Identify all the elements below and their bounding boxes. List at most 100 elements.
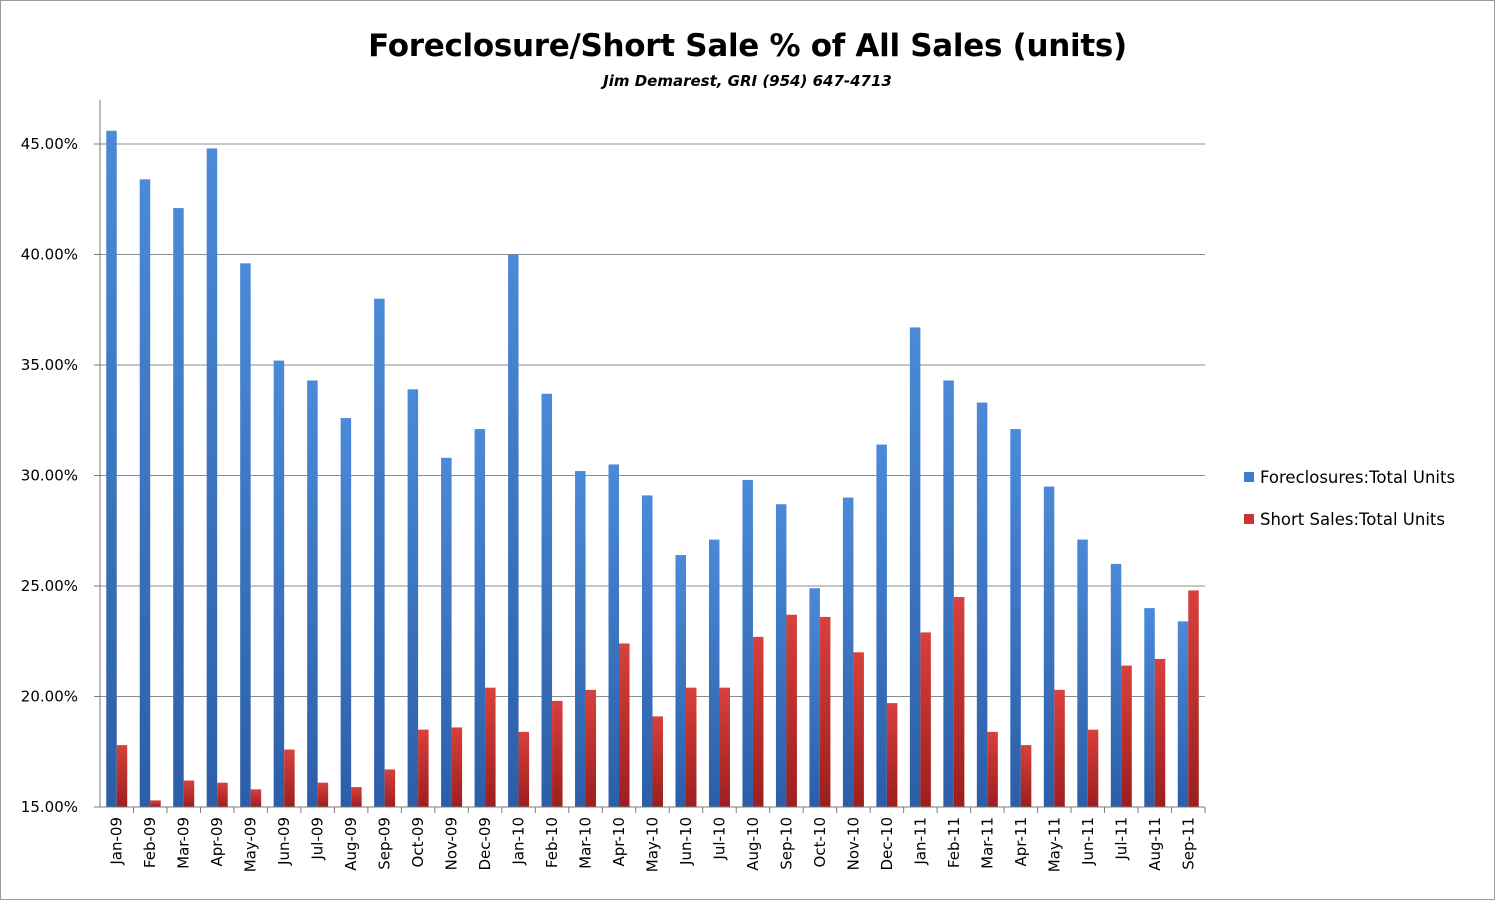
bar-short-sales-apr-11 <box>1020 745 1032 807</box>
bar-foreclosures-dec-09 <box>474 429 486 807</box>
bar-short-sales-feb-11 <box>953 597 965 807</box>
bar-foreclosures-sep-09 <box>374 298 385 807</box>
y-tick-label: 20.00% <box>21 688 78 706</box>
bar-foreclosures-feb-11 <box>943 380 954 807</box>
x-tick-label: Jun-10 <box>677 817 695 866</box>
x-tick-label: Jan-10 <box>510 817 528 866</box>
bar-short-sales-dec-10 <box>886 703 898 807</box>
bar-short-sales-mar-11 <box>987 731 998 807</box>
y-tick-label: 45.00% <box>21 135 78 153</box>
x-tick-label: Nov-09 <box>443 817 461 870</box>
bar-short-sales-mar-09 <box>183 780 195 807</box>
x-tick-label: Nov-10 <box>844 817 862 870</box>
x-tick-label: Jan-11 <box>911 817 929 866</box>
x-tick-label: Sep-11 <box>1179 817 1197 870</box>
bar-foreclosures-apr-10 <box>608 464 620 807</box>
bar-foreclosures-jul-09 <box>307 380 318 807</box>
y-tick-label: 25.00% <box>21 577 78 595</box>
bar-foreclosures-oct-09 <box>407 389 419 807</box>
bar-short-sales-feb-10 <box>552 700 563 807</box>
x-tick-label: Aug-11 <box>1146 817 1164 871</box>
bar-foreclosures-jun-11 <box>1077 539 1088 807</box>
bar-short-sales-sep-11 <box>1188 590 1199 807</box>
bar-short-sales-apr-09 <box>217 782 228 807</box>
bar-short-sales-jul-09 <box>317 782 329 807</box>
x-tick-label: Dec-09 <box>476 817 494 871</box>
legend-swatch-short-sales <box>1244 514 1254 524</box>
bar-foreclosures-aug-09 <box>340 418 352 807</box>
x-tick-label: Feb-10 <box>543 817 561 868</box>
chart-subtitle: Jim Demarest, GRI (954) 647-4713 <box>603 72 892 90</box>
x-tick-label: Aug-09 <box>342 817 360 871</box>
bar-foreclosures-apr-11 <box>1010 429 1021 807</box>
x-tick-label: Jan-09 <box>108 817 126 866</box>
legend-swatch-foreclosures <box>1244 472 1254 482</box>
x-tick-label: Mar-10 <box>577 817 595 869</box>
bar-short-sales-jan-10 <box>518 731 530 807</box>
bar-foreclosures-jun-10 <box>675 555 686 807</box>
x-tick-label: Jul-09 <box>309 817 327 861</box>
x-tick-label: Oct-09 <box>409 817 427 867</box>
x-tick-label: Jul-10 <box>710 817 728 861</box>
bar-foreclosures-nov-09 <box>441 457 452 807</box>
bar-short-sales-jul-11 <box>1121 665 1132 807</box>
bar-short-sales-mar-10 <box>585 689 597 807</box>
bar-foreclosures-dec-10 <box>876 444 887 807</box>
x-tick-label: Feb-11 <box>945 817 963 868</box>
legend-item-foreclosures: Foreclosures:Total Units <box>1244 466 1455 488</box>
bar-short-sales-apr-10 <box>619 643 630 807</box>
bar-short-sales-may-09 <box>250 789 262 807</box>
bar-foreclosures-jan-11 <box>909 327 921 807</box>
bar-short-sales-jun-09 <box>284 749 295 807</box>
bar-foreclosures-mar-10 <box>575 471 586 807</box>
bar-short-sales-feb-09 <box>150 800 161 807</box>
bar-short-sales-aug-11 <box>1154 658 1166 807</box>
bar-short-sales-aug-09 <box>351 787 362 807</box>
bar-foreclosures-mar-09 <box>173 208 184 808</box>
bar-foreclosures-mar-11 <box>976 402 988 807</box>
bar-foreclosures-may-09 <box>240 263 251 808</box>
legend: Foreclosures:Total Units Short Sales:Tot… <box>1244 466 1455 550</box>
bar-foreclosures-jan-09 <box>106 130 117 808</box>
bar-foreclosures-aug-10 <box>742 479 753 807</box>
x-tick-label: Jun-09 <box>275 817 293 866</box>
legend-label-foreclosures: Foreclosures:Total Units <box>1260 467 1456 487</box>
bar-short-sales-jan-11 <box>920 632 931 807</box>
x-tick-label: Mar-11 <box>978 817 996 869</box>
y-tick-label: 30.00% <box>21 467 78 485</box>
legend-item-short-sales: Short Sales:Total Units <box>1244 508 1455 530</box>
bar-foreclosures-may-10 <box>642 495 653 807</box>
bar-short-sales-may-10 <box>652 716 663 807</box>
x-tick-label: Jul-11 <box>1112 817 1130 861</box>
bar-foreclosures-sep-10 <box>775 504 787 807</box>
legend-label-short-sales: Short Sales:Total Units <box>1260 509 1445 529</box>
bar-short-sales-jan-09 <box>116 745 128 807</box>
x-tick-label: May-10 <box>644 817 662 872</box>
bar-foreclosures-jul-10 <box>708 539 720 807</box>
chart-title: Foreclosure/Short Sale % of All Sales (u… <box>368 28 1127 64</box>
x-tick-label: Feb-09 <box>141 817 159 868</box>
bar-foreclosures-feb-09 <box>139 179 151 808</box>
bar-foreclosures-may-11 <box>1043 486 1055 807</box>
bar-short-sales-oct-10 <box>819 616 831 807</box>
y-tick-label: 40.00% <box>21 246 78 264</box>
bar-short-sales-aug-10 <box>752 636 764 807</box>
bar-short-sales-sep-09 <box>384 769 396 807</box>
bar-short-sales-sep-10 <box>786 614 797 807</box>
x-tick-label: Mar-09 <box>175 817 193 869</box>
bar-foreclosures-feb-10 <box>541 393 553 807</box>
bar-short-sales-jun-11 <box>1087 729 1099 807</box>
x-tick-label: Apr-09 <box>208 817 226 867</box>
x-tick-label: Sep-09 <box>376 817 394 870</box>
bar-short-sales-nov-10 <box>853 652 864 807</box>
x-tick-label: Sep-10 <box>777 817 795 870</box>
bar-short-sales-nov-09 <box>451 727 463 807</box>
bar-short-sales-jun-10 <box>685 687 697 807</box>
bar-foreclosures-nov-10 <box>842 497 854 807</box>
bar-foreclosures-apr-09 <box>206 148 218 808</box>
bar-foreclosures-jan-10 <box>508 254 519 807</box>
bar-short-sales-dec-09 <box>485 687 496 807</box>
bar-foreclosures-jul-11 <box>1110 563 1122 807</box>
x-tick-label: Aug-10 <box>744 817 762 871</box>
x-tick-label: May-11 <box>1045 817 1063 872</box>
